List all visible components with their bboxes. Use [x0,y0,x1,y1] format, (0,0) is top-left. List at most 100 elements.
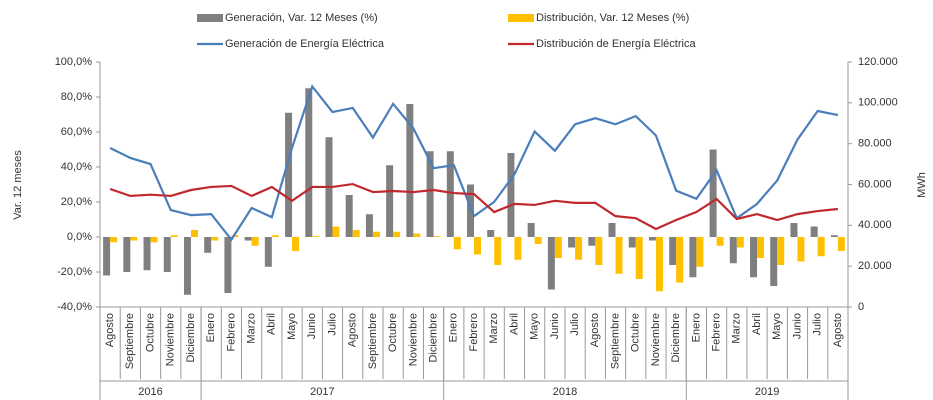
bar [514,237,522,260]
x-tick-label: Noviembre [165,313,177,366]
bar [736,237,744,248]
x-tick-label: Junio [791,313,803,339]
bar [635,237,643,279]
y-tick-label: 80,0% [61,91,92,103]
x-tick-label: Febrero [468,313,480,352]
x-tick-label: Mayo [771,313,783,340]
bar [527,223,535,237]
bar [547,237,555,290]
bar [251,237,259,246]
bar [716,237,724,246]
legend-label: Distribución de Energía Eléctrica [536,38,696,50]
bar [352,230,360,237]
y2-tick-label: 100.000 [858,97,898,109]
x-tick-label: Marzo [488,313,500,344]
x-tick-label: Octubre [144,313,156,352]
legend-swatch [197,14,223,22]
y-tick-label: 0,0% [67,231,92,243]
x-tick-label: Septiembre [124,313,136,369]
y-tick-label: 40,0% [61,161,92,173]
x-tick-label: Agosto [104,313,116,347]
y-tick-label: 20,0% [61,196,92,208]
bar [696,237,704,267]
bar [103,237,111,276]
bar [608,223,616,237]
legend-swatch [508,14,534,22]
bar [777,237,785,265]
group-label: 2017 [310,386,334,398]
x-tick-label: Julio [326,313,338,336]
bar [534,237,542,244]
x-tick-label: Abril [266,313,278,335]
y2-tick-label: 40.000 [858,219,892,231]
y2-tick-label: 60.000 [858,178,892,190]
x-tick-label: Junio [549,313,561,339]
bar [628,237,636,248]
bar [332,226,340,237]
bar [292,237,300,251]
x-tick-label: Marzo [246,313,258,344]
group-label: 2018 [553,386,577,398]
bar [305,88,313,237]
bar [312,236,320,237]
x-tick-label: Octubre [630,313,642,352]
bar [648,237,656,241]
bar [507,153,515,237]
y2-axis-title: MWh [916,172,928,198]
bar [183,237,191,295]
legend-label: Generación, Var. 12 Meses (%) [225,12,378,24]
x-tick-label: Enero [205,313,217,342]
line [109,84,839,242]
x-tick-label: Febrero [225,313,237,352]
y2-tick-label: 80.000 [858,138,892,150]
x-tick-label: Noviembre [650,313,662,366]
bar [453,237,461,250]
bar [393,231,401,237]
bar [130,237,138,241]
bar [494,237,502,265]
bar [426,151,434,237]
x-tick-label: Febrero [711,313,723,352]
x-tick-label: Septiembre [609,313,621,369]
bar [770,237,778,286]
bar [123,237,131,272]
bar [810,226,818,237]
bar [676,237,684,283]
bar [837,237,845,251]
bar [110,237,118,243]
bar [386,165,394,237]
y2-tick-label: 120.000 [858,56,898,68]
x-tick-label: Julio [812,313,824,336]
bar [211,237,219,241]
bar [655,237,663,292]
bar [372,231,380,237]
bar [709,149,717,237]
x-tick-label: Diciembre [185,313,197,363]
group-label: 2016 [138,386,162,398]
bar [163,237,171,272]
bar [830,235,838,237]
y2-tick-label: 20.000 [858,260,892,272]
bar [689,237,697,278]
x-tick-label: Marzo [731,313,743,344]
group-label: 2019 [755,386,779,398]
bar [595,237,603,265]
bar [224,237,232,293]
bar [474,237,481,255]
bar [729,237,737,264]
y-tick-label: 60,0% [61,126,92,138]
bar [143,237,151,271]
bar [264,237,272,267]
x-tick-label: Septiembre [367,313,379,369]
bar [817,237,825,257]
bar [487,230,495,237]
bar [575,237,583,260]
bar [285,112,293,237]
bar [413,233,421,237]
x-tick-label: Junio [306,313,318,339]
bar [669,237,677,265]
bar [244,237,252,241]
bar [790,223,798,237]
x-tick-label: Enero [448,313,460,342]
bar [406,104,414,237]
